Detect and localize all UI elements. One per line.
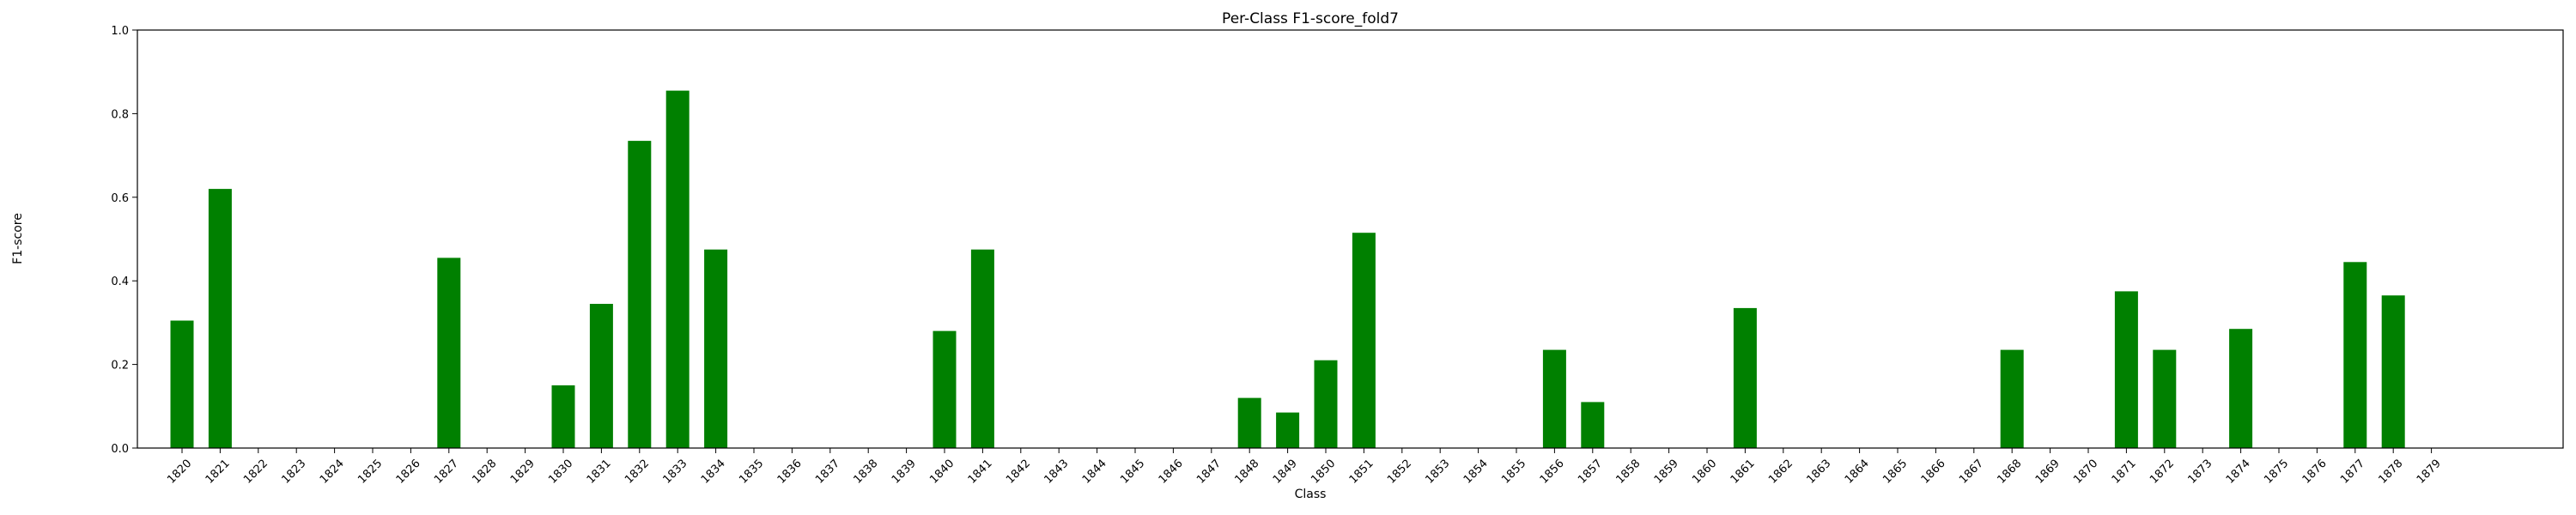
bar-1878 [2381, 295, 2405, 448]
y-tick-label-1.0: 1.0 [111, 25, 129, 38]
y-tick-label-0.8: 0.8 [111, 108, 129, 121]
y-tick-label-0.6: 0.6 [111, 192, 129, 205]
bar-1849 [1276, 412, 1300, 448]
bar-1830 [551, 385, 575, 448]
bar-1831 [589, 304, 613, 448]
bar-1871 [2114, 291, 2138, 448]
y-ticks-group: 0.0 0.2 0.4 0.6 0.8 1.0 [111, 25, 137, 456]
bar-1850 [1314, 360, 1338, 448]
bar-1877 [2343, 262, 2367, 448]
x-axis-label: Class [1295, 488, 1327, 501]
bar-1872 [2153, 349, 2177, 448]
bar-1868 [2000, 349, 2024, 448]
bar-1840 [933, 330, 957, 448]
y-axis-label: F1-score [11, 213, 25, 264]
bars-group [170, 90, 2405, 448]
bar-1834 [704, 249, 728, 448]
bar-1841 [970, 249, 994, 448]
plot-frame [137, 29, 2564, 449]
y-tick-label-0.4: 0.4 [111, 276, 129, 288]
bar-1857 [1581, 402, 1605, 448]
bar-1874 [2229, 329, 2253, 448]
bar-1848 [1237, 397, 1261, 448]
bar-1827 [437, 258, 461, 448]
bar-1856 [1542, 349, 1566, 448]
bar-1820 [170, 320, 194, 448]
bar-1851 [1352, 233, 1376, 448]
y-tick-label-0.2: 0.2 [111, 360, 129, 373]
chart-title: Per-Class F1-score_fold7 [1222, 10, 1399, 27]
bar-1832 [628, 141, 652, 448]
y-tick-label-0.0: 0.0 [111, 443, 129, 456]
bar-1861 [1733, 307, 1757, 448]
bar-1821 [208, 189, 232, 448]
bar-1833 [665, 90, 690, 448]
